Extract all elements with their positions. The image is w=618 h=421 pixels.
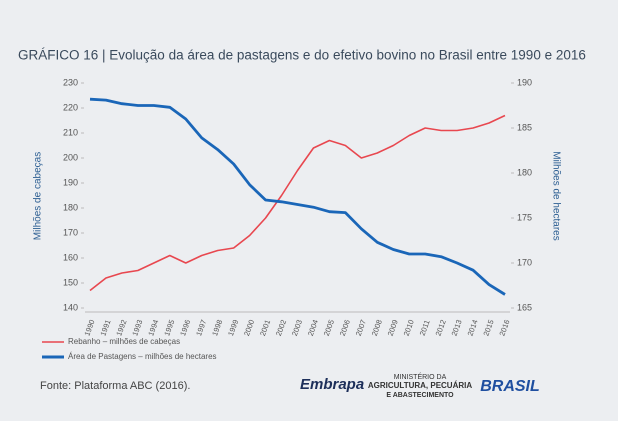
y-tick-label: 220 (63, 102, 78, 112)
y-tick-label: 150 (63, 277, 78, 287)
logo-text: MINISTÉRIO DA (394, 372, 447, 381)
legend-label: Rebanho – milhões de cabeças (68, 337, 180, 346)
y2-tick-label: 170 (517, 257, 532, 267)
y-tick-label: 230 (63, 77, 78, 87)
y-tick-label: 170 (63, 227, 78, 237)
source: Fonte: Plataforma ABC (2016). (40, 380, 190, 392)
y-tick-label: 190 (63, 177, 78, 187)
y-tick-label: 140 (63, 302, 78, 312)
y2-axis-label: Milhões de hectares (550, 151, 561, 241)
logo-text: AGRICULTURA, PECUÁRIA (368, 381, 473, 390)
y2-tick-label: 180 (517, 167, 532, 177)
y2-tick-label: 185 (517, 122, 532, 132)
y-axis-label: Milhões de cabeças (33, 152, 44, 240)
series-line (89, 114, 506, 292)
y2-tick-label: 175 (517, 212, 532, 222)
logo-text: BRASIL (480, 378, 540, 395)
y-tick-label: 180 (63, 202, 78, 212)
chart-title: GRÁFICO 16 | Evolução da área de pastage… (18, 48, 586, 63)
legend-label: Área de Pastagens – milhões de hectares (68, 352, 217, 361)
y-tick-label: 210 (63, 127, 78, 137)
y-tick-label: 200 (63, 152, 78, 162)
logo-text: Embrapa (300, 376, 364, 393)
y-tick-label: 160 (63, 252, 78, 262)
y2-tick-label: 165 (517, 302, 532, 312)
logo-text: E ABASTECIMENTO (386, 392, 454, 399)
y2-tick-label: 190 (517, 77, 532, 87)
series-line (89, 97, 506, 296)
